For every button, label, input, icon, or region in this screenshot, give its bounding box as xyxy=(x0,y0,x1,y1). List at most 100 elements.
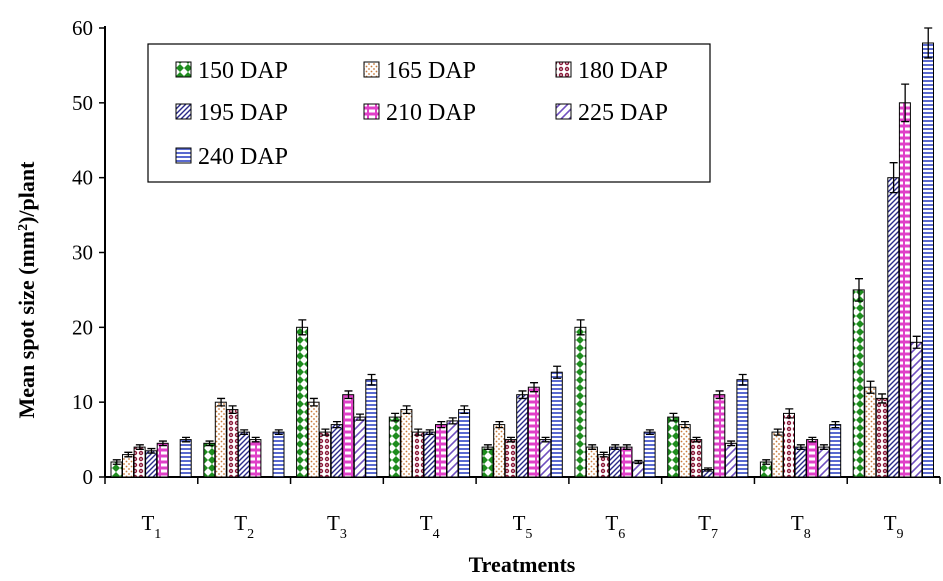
axes: 0 10 20 30 40 50 60 T1 T2 T3 T4 T5 T6 T7 T8 T9 xyxy=(72,16,941,542)
error-bar xyxy=(912,335,921,349)
bar xyxy=(203,442,216,478)
x-tick-label: T4 xyxy=(420,511,440,542)
error-bar xyxy=(796,444,805,450)
bar xyxy=(806,439,819,478)
y-tick-label: 50 xyxy=(72,91,93,115)
x-tick-label: T2 xyxy=(234,511,254,542)
error-bar xyxy=(773,428,782,436)
bar xyxy=(678,424,691,478)
y-tick-label: 0 xyxy=(83,465,94,489)
error-bar xyxy=(217,397,226,407)
legend-swatch xyxy=(175,61,192,78)
error-bar xyxy=(425,429,434,435)
error-bar xyxy=(645,429,654,435)
error-bar xyxy=(611,444,620,450)
bar xyxy=(330,424,343,478)
error-bar xyxy=(344,390,353,400)
bar xyxy=(296,326,309,478)
bar xyxy=(214,401,227,478)
error-bar xyxy=(483,444,492,450)
legend-label: 240 DAP xyxy=(198,144,288,170)
bar xyxy=(632,461,645,478)
error-bar xyxy=(866,380,875,394)
bar xyxy=(342,394,355,478)
error-bar xyxy=(692,436,701,443)
bar xyxy=(179,439,192,478)
bar xyxy=(388,416,401,478)
bar xyxy=(817,446,830,478)
legend-label: 165 DAP xyxy=(386,58,476,84)
error-bar xyxy=(530,382,539,393)
bar xyxy=(864,386,877,478)
error-bar xyxy=(274,429,283,435)
error-bar xyxy=(414,428,423,436)
error-bar xyxy=(124,451,133,458)
y-axis-title-superscript: 2 xyxy=(16,224,31,231)
error-bar xyxy=(599,451,608,458)
legend-label: 210 DAP xyxy=(386,100,476,126)
error-bar xyxy=(332,420,341,429)
error-bar xyxy=(135,444,144,450)
error-bar xyxy=(309,397,318,407)
error-bar xyxy=(808,436,817,443)
bar xyxy=(133,446,146,478)
y-tick-label: 10 xyxy=(72,390,93,414)
bar xyxy=(237,431,250,478)
bar xyxy=(458,409,471,478)
bar xyxy=(887,177,900,478)
error-bar xyxy=(448,417,457,425)
bar xyxy=(446,420,459,478)
bar xyxy=(922,42,934,478)
bar xyxy=(690,439,703,478)
error-bar xyxy=(854,278,863,302)
error-bar xyxy=(669,412,678,422)
bar xyxy=(122,454,134,478)
error-bar xyxy=(878,393,887,404)
bar xyxy=(643,431,656,478)
bar xyxy=(898,102,911,478)
legend-label: 180 DAP xyxy=(578,58,668,84)
error-bar xyxy=(634,459,643,465)
bar xyxy=(829,424,842,478)
error-bar xyxy=(924,27,933,59)
error-bar xyxy=(889,162,898,194)
bar xyxy=(550,371,563,478)
y-tick-label: 20 xyxy=(72,315,93,339)
error-bar xyxy=(715,390,724,400)
legend-label: 195 DAP xyxy=(198,100,288,126)
bar xyxy=(481,446,494,478)
error-bar xyxy=(402,405,411,415)
error-bar xyxy=(321,428,330,436)
error-bar xyxy=(901,83,910,123)
bar xyxy=(249,439,262,478)
error-bar xyxy=(680,420,689,429)
error-bar xyxy=(762,459,771,465)
x-axis-title: Treatments xyxy=(469,552,576,577)
error-bar xyxy=(831,420,840,429)
x-tick-label: T5 xyxy=(513,511,533,542)
x-tick-label: T6 xyxy=(605,511,625,542)
legend-label: 225 DAP xyxy=(578,100,668,126)
error-bar xyxy=(495,420,504,429)
x-tick-label: T8 xyxy=(791,511,811,542)
x-tick-label: T3 xyxy=(327,511,347,542)
error-bar xyxy=(518,390,527,400)
legend-swatch xyxy=(175,103,192,120)
legend-swatch xyxy=(555,103,572,120)
x-tick-label: T9 xyxy=(884,511,904,542)
error-bar xyxy=(727,440,736,447)
bar xyxy=(667,416,680,478)
bar xyxy=(527,386,540,478)
bar xyxy=(794,446,807,478)
error-bar xyxy=(704,467,713,472)
x-tick-label: T7 xyxy=(698,511,718,542)
error-bar xyxy=(147,447,156,454)
error-bar xyxy=(112,459,121,465)
bar xyxy=(365,379,378,478)
bar xyxy=(353,416,366,478)
bar xyxy=(156,442,169,478)
bar xyxy=(609,446,621,478)
x-tick-label: T1 xyxy=(141,511,161,542)
bar xyxy=(597,454,610,478)
bar xyxy=(713,394,726,478)
